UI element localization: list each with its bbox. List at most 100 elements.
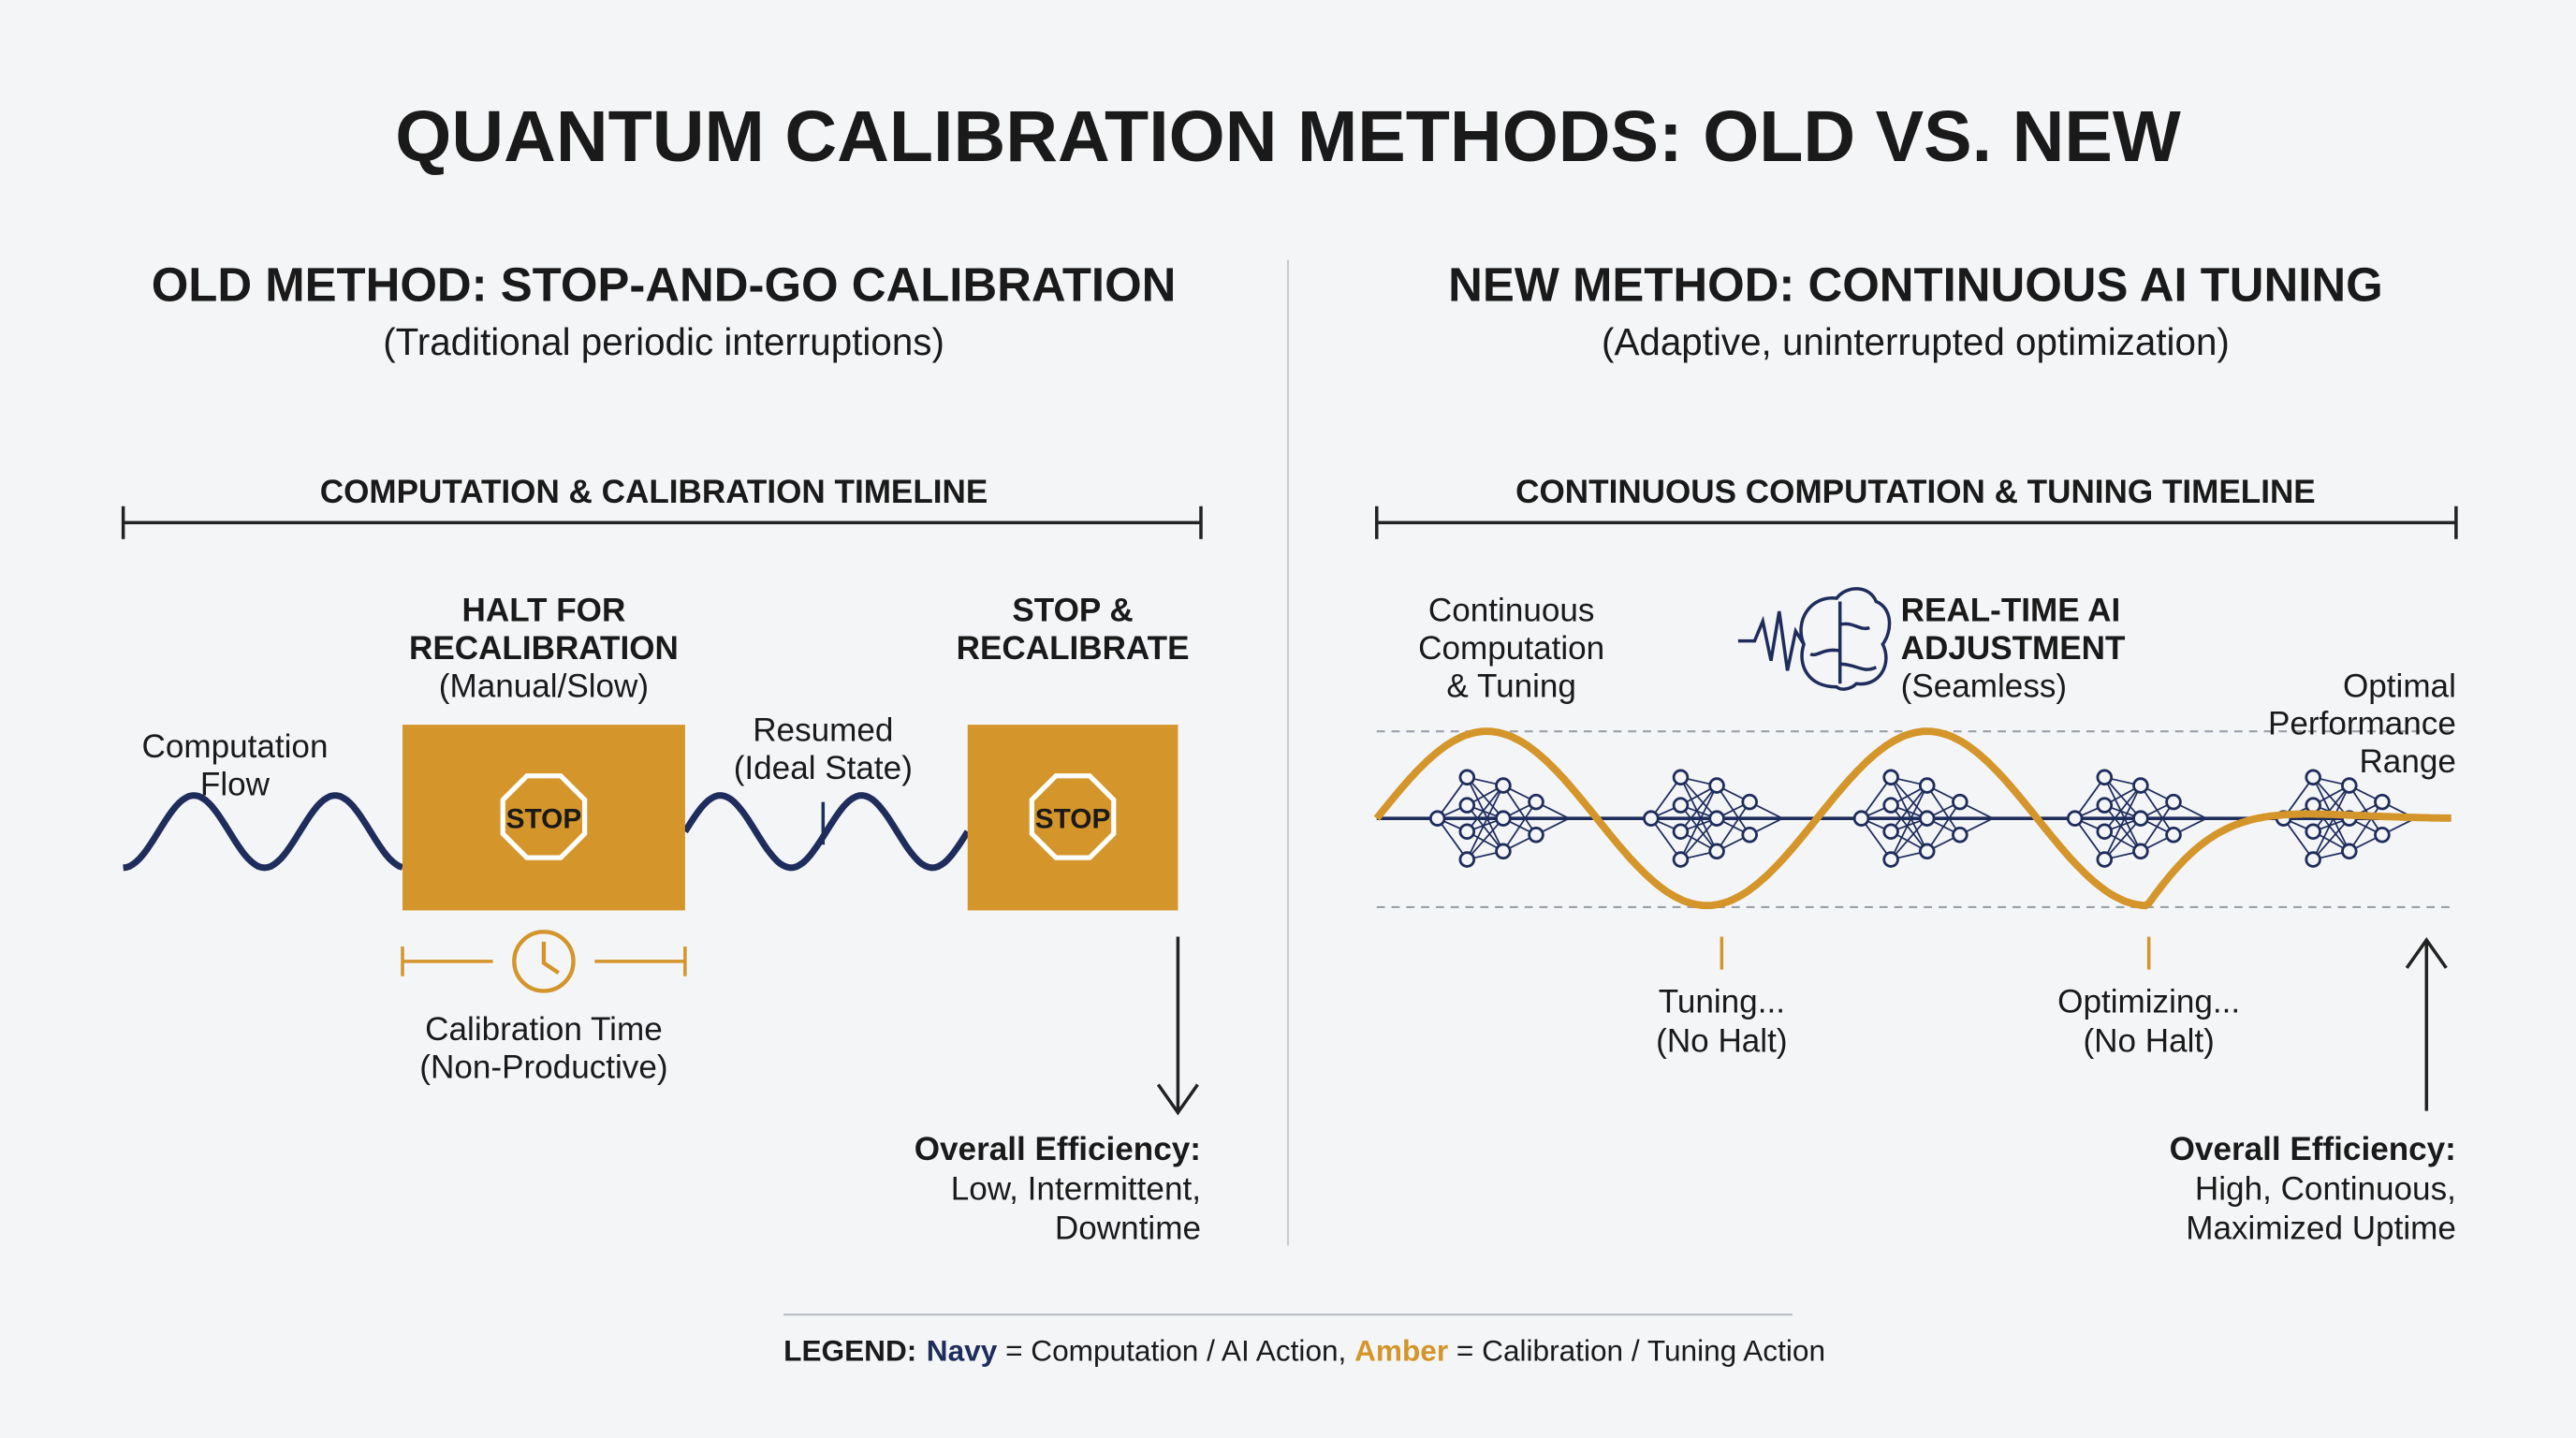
neural-node [2132, 843, 2149, 860]
continuous-label: & Tuning [1446, 668, 1576, 704]
optimizing-label: (No Halt) [2083, 1022, 2214, 1059]
halt-note: (Manual/Slow) [439, 668, 649, 704]
computation-wave [681, 792, 971, 872]
neural-edge [1679, 776, 1718, 819]
neural-node [1741, 793, 1758, 811]
arrow-head [1156, 1083, 1199, 1116]
stop-sign [1029, 773, 1117, 860]
ai-note: (Seamless) [1901, 668, 2067, 704]
neural-edge [1679, 785, 1718, 860]
neural-cluster [2033, 769, 2207, 868]
neural-node [2305, 797, 2321, 814]
neural-edge [2103, 776, 2142, 819]
neural-node [1672, 797, 1690, 814]
neural-edge [1679, 776, 1718, 852]
legend-label: LEGEND: [783, 1333, 916, 1367]
neural-node [1428, 810, 1446, 827]
neural-node [1882, 769, 1899, 786]
efficiency-text: Maximized Uptime [2186, 1210, 2456, 1246]
neural-edge [2140, 801, 2174, 852]
neural-node [1852, 810, 1870, 827]
neural-node [1882, 797, 1899, 814]
flow-label: Computation [141, 728, 328, 765]
neural-node [2305, 823, 2321, 840]
neural-node [2374, 826, 2391, 844]
neural-edge [2073, 817, 2105, 860]
optimizing-label: Optimizing... [2057, 983, 2240, 1020]
old-heading: OLD METHOD: STOP-AND-GO CALIBRATION [152, 257, 1177, 311]
calibration-time-label: (Non-Productive) [419, 1049, 667, 1085]
neural-cluster [1820, 769, 1994, 868]
neural-edge [2103, 804, 2142, 852]
legend-amber: Amber [1354, 1333, 1448, 1367]
neural-edge [1466, 776, 1504, 852]
neural-node [2096, 823, 2114, 840]
neural-edge [1466, 804, 1504, 852]
neural-node [1643, 810, 1660, 827]
neural-edge [1890, 785, 1928, 832]
neural-edge [2282, 817, 2314, 860]
neural-edge [2103, 785, 2142, 832]
neural-edge [1890, 817, 1928, 860]
neural-edge [1890, 776, 1928, 852]
neural-edge [1890, 785, 1928, 860]
neural-node [1918, 777, 1936, 794]
resumed-label: Resumed [753, 712, 893, 749]
efficiency-text: Low, Intermittent, [951, 1170, 1201, 1207]
optimal-label: Performance [2268, 706, 2456, 742]
halt-label: HALT FOR [462, 593, 626, 629]
neural-node [1708, 843, 1725, 860]
neural-node [1952, 793, 1969, 811]
stop-text: STOP [1035, 804, 1111, 835]
neural-node [2165, 826, 2182, 844]
stop-sign [500, 773, 588, 860]
neural-edge [1466, 817, 1504, 860]
optimal-label: Optimal [2343, 668, 2456, 704]
neural-cluster [1396, 769, 1570, 868]
stop-label: RECALIBRATE [957, 630, 1190, 667]
continuous-label: Computation [1418, 630, 1604, 667]
halt-label: RECALIBRATION [409, 630, 679, 667]
neural-edge [2312, 817, 2350, 860]
legend: LEGEND: Navy = Computation / AI Action, Amb… [783, 1333, 1825, 1367]
neural-node [2096, 851, 2114, 868]
neural-edge [1466, 785, 1504, 832]
neural-edge [1466, 785, 1504, 860]
neural-node [1495, 843, 1512, 860]
neural-node [1952, 826, 1969, 844]
ai-label: ADJUSTMENT [1901, 630, 2126, 667]
neural-node [2132, 810, 2149, 827]
neural-edge [1650, 817, 1682, 860]
neural-node [1458, 769, 1476, 786]
legend-amber-text: = Calibration / Tuning Action [1456, 1333, 1825, 1367]
neural-node [2066, 810, 2084, 827]
neural-node [2132, 777, 2149, 794]
stop-text: STOP [506, 804, 582, 835]
new-subheading: (Adaptive, uninterrupted optimization) [1602, 320, 2230, 363]
neural-edge [2312, 785, 2350, 832]
calibration-box [402, 725, 685, 911]
title: QUANTUM CALIBRATION METHODS: OLD VS. NEW [395, 96, 2181, 177]
calibration-time-label: Calibration Time [425, 1011, 663, 1048]
ai-label: REAL-TIME AI [1901, 593, 2121, 629]
tuning-label: Tuning... [1659, 983, 1785, 1020]
arrow-head [2405, 937, 2448, 969]
neural-node [1708, 777, 1725, 794]
neural-node [2305, 851, 2321, 868]
neural-edge [1437, 817, 1469, 860]
neural-edge [1679, 804, 1718, 852]
efficiency-title: Overall Efficiency: [2170, 1131, 2456, 1167]
neural-node [1528, 826, 1544, 844]
clock-icon [512, 930, 576, 993]
neural-edge [1890, 776, 1928, 819]
neural-node [1672, 851, 1690, 868]
flow-label: Flow [200, 767, 271, 803]
neural-edge [1650, 776, 1682, 819]
neural-node [2374, 793, 2391, 811]
timeline-label: CONTINUOUS COMPUTATION & TUNING TIMELINE [1515, 474, 2316, 510]
resumed-label: (Ideal State) [734, 750, 913, 786]
neural-node [2096, 769, 2114, 786]
